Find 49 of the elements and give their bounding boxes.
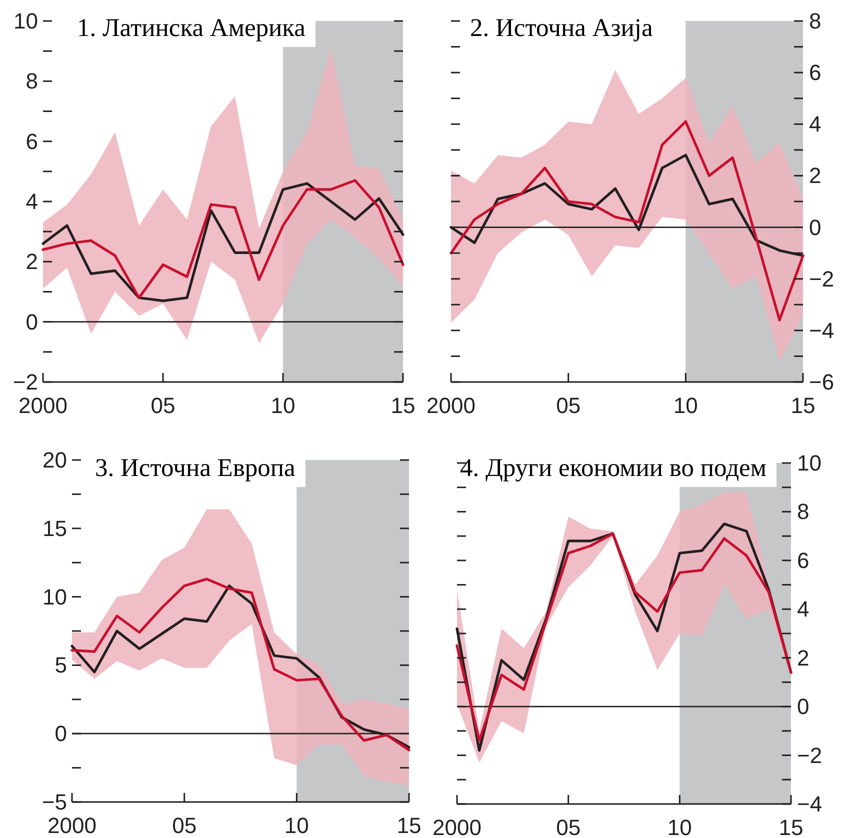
y2-tick-label: 8 <box>809 8 822 34</box>
x-tick-label: 2000 <box>48 813 96 838</box>
x-tick-label: 2000 <box>18 393 68 418</box>
x-tick-label: 05 <box>556 393 581 418</box>
y2-tick-label: 2 <box>809 163 822 188</box>
y2-tick-label: 0 <box>797 694 810 720</box>
y2-tick-label: −6 <box>809 370 834 394</box>
y-tick-label: 10 <box>14 8 38 34</box>
y2-tick-label: 0 <box>809 214 822 240</box>
x-tick-label: 15 <box>390 393 416 418</box>
y-tick-label: −5 <box>42 790 67 814</box>
x-tick-label: 15 <box>790 393 816 418</box>
x-tick-label: 15 <box>778 815 804 838</box>
y-tick-label: 0 <box>26 309 38 334</box>
y-tick-label: 5 <box>54 652 67 678</box>
y2-tick-label: 4 <box>809 112 822 137</box>
y2-tick-label: 4 <box>797 596 810 622</box>
x-tick-label: 05 <box>150 393 176 418</box>
x-tick-label: 05 <box>172 813 197 838</box>
y2-tick-label: −2 <box>809 266 834 292</box>
y-tick-label: 10 <box>42 584 67 610</box>
x-tick-label: 05 <box>556 815 581 838</box>
y2-tick-label: 8 <box>797 499 810 524</box>
y-tick-label: 8 <box>26 68 38 94</box>
y-tick-label: −2 <box>12 370 38 394</box>
y-tick-label: 20 <box>42 448 67 472</box>
x-tick-label: 10 <box>673 393 698 418</box>
chart-title: 2. Источна Азија <box>470 13 653 42</box>
chart-title: 1. Латинска Америка <box>77 13 306 42</box>
x-tick-label: 2000 <box>432 815 482 838</box>
chart-title: 3. Источна Европа <box>95 453 296 482</box>
y-tick-label: 6 <box>26 128 38 154</box>
x-tick-label: 10 <box>284 813 309 838</box>
y2-tick-label: 2 <box>797 645 810 670</box>
x-tick-label: 10 <box>667 815 692 838</box>
y-tick-label: 15 <box>42 516 67 541</box>
y-tick-label: 4 <box>26 189 38 214</box>
y2-tick-label: −4 <box>809 318 834 343</box>
y2-tick-label: 10 <box>797 450 822 476</box>
x-tick-label: 10 <box>270 393 296 418</box>
y2-tick-label: −4 <box>797 792 822 816</box>
chart-title: 4. Други економии во подем <box>460 453 766 482</box>
y2-tick-label: −2 <box>797 742 822 768</box>
y2-tick-label: 6 <box>797 548 810 573</box>
x-tick-label: 15 <box>396 813 422 838</box>
y-tick-label: 0 <box>54 721 67 746</box>
y2-tick-label: 6 <box>809 60 822 86</box>
x-tick-label: 2000 <box>426 393 476 418</box>
y-tick-label: 2 <box>26 249 38 274</box>
